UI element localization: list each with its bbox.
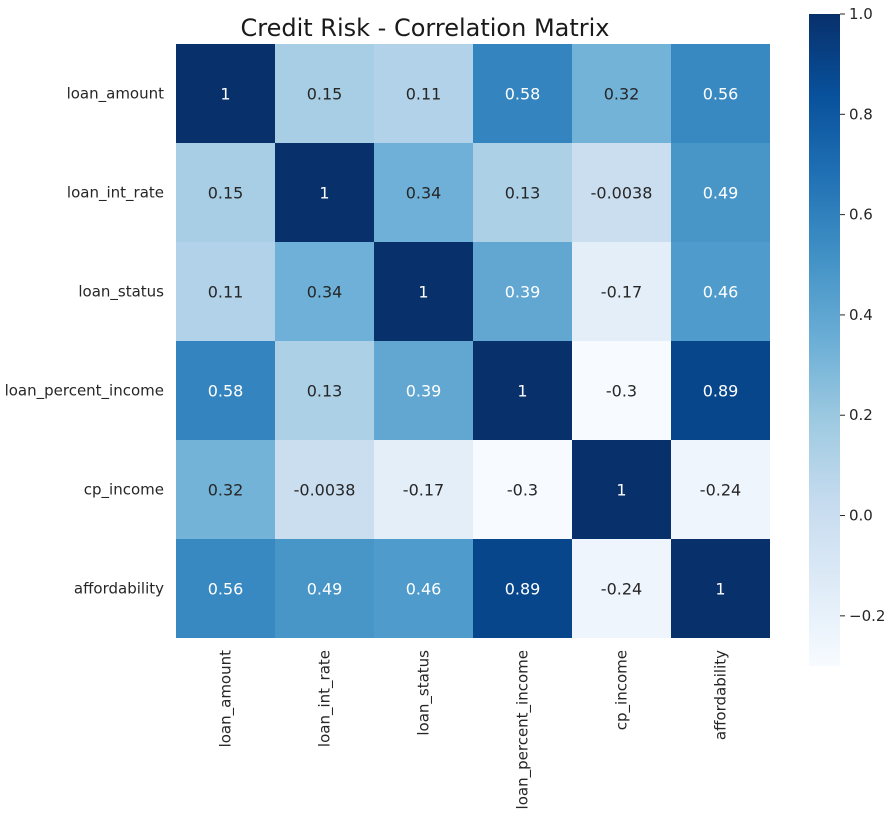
column-tick-label: cp_income	[613, 650, 632, 730]
heatmap-cell	[473, 242, 572, 341]
heatmap-cell	[176, 143, 275, 242]
cell-value-label: 1	[715, 580, 725, 599]
heatmap-cell	[374, 44, 473, 143]
heatmap-cell	[473, 143, 572, 242]
cell-value-label: 0.56	[703, 85, 739, 104]
cell-value-label: -0.0038	[294, 481, 356, 500]
heatmap-cells: 1 0.15 0.11 0.58 0.32 0.56 0.15 1 0.34 0.13 -0.003…	[176, 44, 770, 638]
cell-value-label: 1	[517, 382, 527, 401]
cell-value-label: 0.49	[703, 184, 739, 203]
cell-value-label: 0.13	[505, 184, 541, 203]
cell-value-label: -0.3	[606, 382, 637, 401]
cell-value-label: 1	[616, 481, 626, 500]
cell-value-label: 0.32	[604, 85, 640, 104]
heatmap-cell	[572, 143, 671, 242]
cell-value-label: 1	[319, 184, 329, 203]
cell-value-label: 1	[418, 283, 428, 302]
row-tick-label: loan_amount	[67, 85, 165, 104]
cell-value-label: -0.17	[601, 283, 642, 302]
cell-value-label: 0.34	[307, 283, 343, 302]
cell-value-label: -0.24	[700, 481, 741, 500]
cell-value-label: 0.15	[208, 184, 244, 203]
cell-value-label: 0.13	[307, 382, 343, 401]
cell-value-label: 1	[220, 85, 230, 104]
heatmap-cell	[275, 440, 374, 539]
heatmap-cell	[275, 242, 374, 341]
cell-value-label: 0.89	[505, 580, 541, 599]
heatmap-cell	[176, 44, 275, 143]
heatmap-cell	[473, 341, 572, 440]
cell-value-label: 0.32	[208, 481, 244, 500]
cell-value-label: 0.11	[406, 85, 442, 104]
column-tick-label: loan_amount	[217, 650, 236, 748]
heatmap-cell	[671, 539, 770, 638]
heatmap-cell	[473, 440, 572, 539]
colorbar-tick-label: 1.0	[849, 5, 873, 23]
row-tick-label: cp_income	[84, 481, 164, 500]
heatmap-cell	[572, 242, 671, 341]
column-tick-label: affordability	[712, 650, 730, 740]
heatmap-cell	[374, 143, 473, 242]
chart-title: Credit Risk - Correlation Matrix	[241, 14, 610, 42]
colorbar-tick-label: 0.4	[849, 306, 873, 324]
cell-value-label: 0.39	[505, 283, 541, 302]
heatmap-cell	[572, 539, 671, 638]
heatmap-cell	[176, 242, 275, 341]
heatmap-cell	[671, 341, 770, 440]
heatmap-cell	[374, 341, 473, 440]
heatmap-cell	[275, 44, 374, 143]
heatmap-cell	[572, 440, 671, 539]
cell-value-label: 0.58	[208, 382, 244, 401]
heatmap-cell	[176, 539, 275, 638]
row-labels: loan_amount loan_int_rate loan_status loan_…	[5, 85, 165, 598]
cell-value-label: 0.11	[208, 283, 244, 302]
heatmap-cell	[275, 539, 374, 638]
colorbar-tick-label: −0.2	[849, 607, 885, 625]
heatmap-cell	[671, 440, 770, 539]
column-tick-label: loan_status	[415, 650, 434, 736]
cell-value-label: 0.15	[307, 85, 343, 104]
colorbar-gradient	[809, 14, 840, 666]
row-tick-label: affordability	[74, 580, 164, 598]
cell-value-label: -0.24	[601, 580, 642, 599]
cell-value-label: 0.46	[406, 580, 442, 599]
heatmap-cell	[671, 242, 770, 341]
heatmap-cell	[176, 440, 275, 539]
heatmap-cell	[275, 143, 374, 242]
row-tick-label: loan_int_rate	[67, 184, 164, 203]
heatmap-cell	[671, 143, 770, 242]
cell-value-label: -0.3	[507, 481, 538, 500]
cell-value-label: -0.17	[403, 481, 444, 500]
column-tick-label: loan_int_rate	[316, 650, 335, 747]
row-tick-label: loan_status	[78, 283, 164, 302]
cell-value-label: 0.46	[703, 283, 739, 302]
colorbar-ticks: −0.2 0.0 0.2 0.4 0.6 0.8 1.0	[840, 5, 885, 625]
heatmap-cell	[374, 440, 473, 539]
heatmap-cell	[572, 341, 671, 440]
heatmap-cell	[473, 539, 572, 638]
colorbar-tick-label: 0.0	[849, 507, 873, 525]
heatmap-cell	[473, 44, 572, 143]
heatmap-cell	[572, 44, 671, 143]
cell-value-label: 0.39	[406, 382, 442, 401]
colorbar-tick-label: 0.2	[849, 406, 873, 424]
heatmap-cell	[671, 44, 770, 143]
heatmap-cell	[275, 341, 374, 440]
cell-value-label: 0.58	[505, 85, 541, 104]
heatmap-cell	[374, 539, 473, 638]
cell-value-label: -0.0038	[591, 184, 653, 203]
cell-value-label: 0.49	[307, 580, 343, 599]
cell-value-label: 0.89	[703, 382, 739, 401]
colorbar-tick-label: 0.8	[849, 105, 873, 123]
column-labels: loan_amount loan_int_rate loan_status loan_…	[217, 650, 730, 810]
column-tick-label: loan_percent_income	[514, 650, 533, 809]
colorbar: −0.2 0.0 0.2 0.4 0.6 0.8 1.0	[809, 5, 885, 666]
heatmap-cell	[176, 341, 275, 440]
cell-value-label: 0.56	[208, 580, 244, 599]
heatmap-cell	[374, 242, 473, 341]
row-tick-label: loan_percent_income	[5, 382, 164, 401]
colorbar-tick-label: 0.6	[849, 206, 873, 224]
cell-value-label: 0.34	[406, 184, 442, 203]
